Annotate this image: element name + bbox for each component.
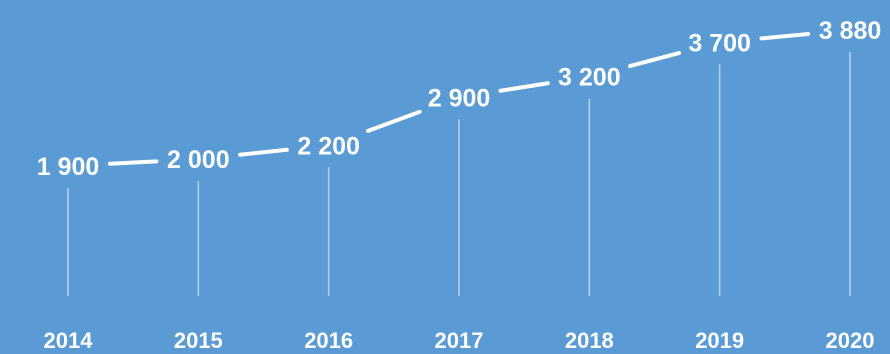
line-segment-2015-2016 — [238, 147, 289, 157]
line-segment-2019-2020 — [759, 31, 811, 41]
line-segment-2016-2017 — [366, 109, 422, 133]
data-label-2014: 1 900 — [37, 153, 100, 181]
data-labels: 1 900 2 000 2 200 2 900 3 200 3 700 3 880 — [37, 17, 882, 181]
x-axis-tick-labels: 2014 2015 2016 2017 2018 2019 2020 — [44, 328, 875, 353]
x-tick-label-2019: 2019 — [695, 328, 744, 353]
line-segment-2014-2015 — [107, 159, 159, 166]
x-tick-label-2020: 2020 — [826, 328, 875, 353]
line-segment-2017-2018 — [498, 81, 550, 93]
drop-lines — [67, 52, 851, 296]
data-label-2020: 3 880 — [819, 17, 882, 45]
x-tick-label-2018: 2018 — [565, 328, 614, 353]
data-label-2018: 3 200 — [558, 64, 621, 92]
data-label-2019: 3 700 — [688, 29, 751, 57]
x-tick-label-2017: 2017 — [435, 328, 484, 353]
x-tick-label-2016: 2016 — [304, 328, 353, 353]
series-line — [107, 31, 811, 166]
x-tick-label-2014: 2014 — [44, 328, 94, 353]
data-label-2017: 2 900 — [428, 84, 491, 112]
x-tick-label-2015: 2015 — [174, 328, 223, 353]
line-segment-2018-2019 — [627, 51, 682, 69]
data-label-2016: 2 200 — [297, 132, 360, 160]
data-label-2015: 2 000 — [167, 146, 230, 174]
